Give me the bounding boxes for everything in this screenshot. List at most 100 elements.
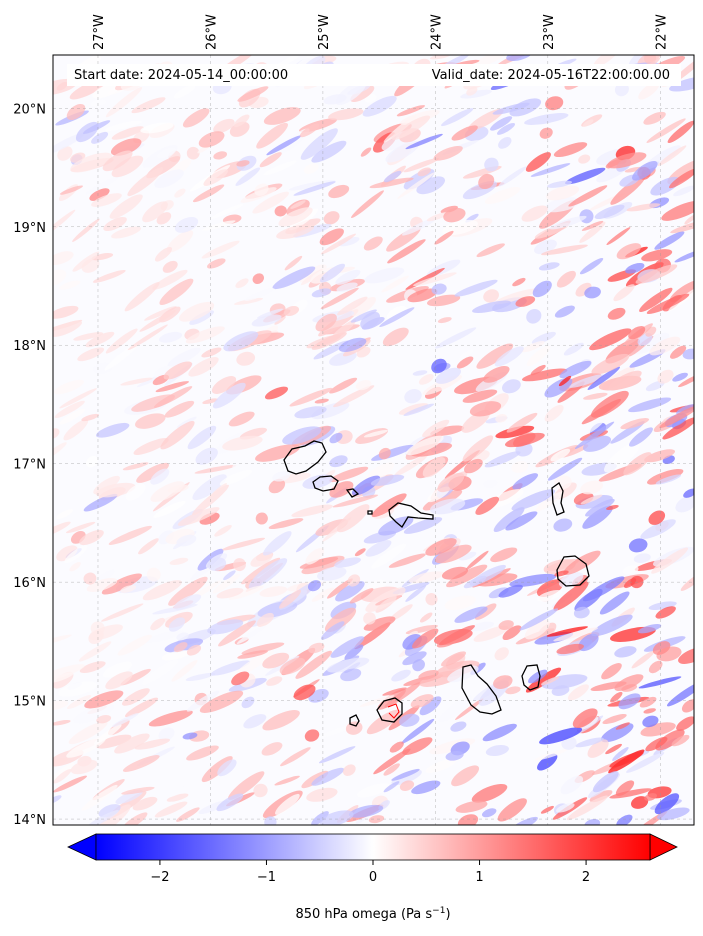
omega-blob bbox=[111, 226, 142, 239]
omega-blob bbox=[483, 479, 498, 488]
omega-blob bbox=[403, 157, 439, 173]
omega-blob bbox=[83, 493, 118, 512]
omega-blob bbox=[91, 253, 114, 261]
omega-blob bbox=[368, 815, 385, 824]
colorbar-tick-label: 0 bbox=[369, 870, 377, 885]
omega-blob bbox=[425, 758, 457, 773]
omega-blob bbox=[349, 588, 374, 604]
omega-blob bbox=[538, 262, 560, 271]
lat-tick-label: 14°N bbox=[13, 813, 46, 828]
start-date-label: Start date: 2024-05-14_00:00:00 bbox=[74, 68, 288, 83]
omega-blob bbox=[176, 807, 200, 822]
omega-blob bbox=[399, 713, 420, 727]
omega-blob bbox=[228, 411, 255, 427]
colorbar-bar bbox=[95, 833, 651, 861]
omega-blob bbox=[620, 418, 650, 430]
omega-blob bbox=[79, 661, 106, 673]
omega-blob bbox=[67, 695, 92, 709]
omega-blob bbox=[302, 474, 334, 489]
omega-blob bbox=[163, 783, 196, 799]
omega-blob bbox=[160, 420, 195, 450]
omega-blob bbox=[320, 621, 345, 640]
omega-blob bbox=[526, 308, 542, 324]
omega-blob bbox=[539, 727, 583, 745]
omega-blob bbox=[581, 220, 604, 231]
omega-blob bbox=[537, 622, 557, 640]
omega-blob bbox=[454, 606, 488, 623]
omega-blob bbox=[642, 715, 659, 728]
omega-blob bbox=[476, 243, 505, 258]
omega-blob bbox=[389, 741, 404, 753]
omega-blob bbox=[236, 625, 266, 644]
colorbar: −2 −1 0 1 2 850 hPa omega (Pa s−1) bbox=[67, 833, 678, 922]
omega-blob bbox=[167, 347, 201, 367]
omega-blob bbox=[68, 721, 108, 745]
omega-blob bbox=[223, 331, 259, 352]
omega-blob bbox=[482, 723, 517, 742]
omega-blob bbox=[492, 102, 530, 115]
omega-blob bbox=[601, 663, 622, 680]
omega-blob bbox=[406, 435, 444, 456]
omega-blob bbox=[59, 280, 81, 290]
omega-blob bbox=[610, 691, 623, 703]
omega-blob bbox=[314, 398, 329, 404]
omega-blob bbox=[632, 160, 658, 181]
omega-blob bbox=[612, 747, 629, 761]
omega-blob bbox=[435, 367, 461, 384]
lat-tick-label: 18°N bbox=[13, 339, 46, 354]
omega-blob bbox=[580, 494, 603, 505]
omega-blob bbox=[417, 167, 432, 177]
omega-blob bbox=[173, 84, 196, 99]
omega-blob bbox=[185, 672, 216, 681]
omega-blob bbox=[675, 495, 694, 513]
omega-blob bbox=[422, 419, 450, 438]
omega-blob bbox=[437, 472, 465, 493]
omega-blob bbox=[440, 651, 467, 667]
omega-blob bbox=[378, 516, 414, 536]
omega-blob bbox=[434, 230, 454, 245]
omega-blob bbox=[86, 456, 98, 468]
omega-blob bbox=[84, 690, 124, 709]
omega-blob bbox=[77, 347, 105, 362]
island-santiago bbox=[461, 664, 502, 715]
omega-blob bbox=[403, 403, 435, 417]
omega-blob bbox=[446, 564, 488, 588]
omega-blob bbox=[54, 400, 85, 419]
omega-blob bbox=[521, 368, 568, 382]
omega-blob bbox=[251, 314, 282, 327]
omega-blob bbox=[109, 194, 143, 219]
omega-blob bbox=[536, 579, 564, 597]
omega-blob bbox=[134, 738, 171, 750]
omega-blob bbox=[176, 534, 197, 547]
omega-blob bbox=[475, 496, 500, 515]
omega-blob bbox=[614, 674, 644, 692]
omega-blob bbox=[404, 389, 422, 404]
omega-blob bbox=[629, 427, 653, 447]
island-sal bbox=[551, 482, 565, 516]
omega-blob bbox=[53, 209, 76, 239]
omega-blob bbox=[354, 548, 366, 557]
omega-blob bbox=[319, 810, 354, 825]
omega-blob bbox=[553, 627, 599, 642]
omega-blob bbox=[495, 414, 508, 423]
omega-blob bbox=[401, 718, 435, 744]
omega-blob bbox=[680, 572, 694, 591]
omega-blob bbox=[490, 547, 518, 563]
omega-blob bbox=[293, 684, 316, 701]
omega-blob bbox=[626, 752, 665, 773]
omega-blob bbox=[173, 642, 188, 653]
omega-blob bbox=[640, 722, 676, 737]
lon-tick-label: 24°W bbox=[429, 14, 444, 50]
omega-blob bbox=[441, 566, 469, 580]
omega-blob bbox=[646, 293, 690, 315]
omega-blob bbox=[305, 548, 325, 565]
omega-blob bbox=[213, 118, 235, 133]
omega-blob bbox=[313, 340, 349, 360]
omega-blob bbox=[521, 205, 548, 222]
omega-blob bbox=[58, 681, 98, 697]
omega-blob bbox=[282, 426, 322, 445]
omega-blob bbox=[473, 625, 509, 642]
omega-blob bbox=[371, 543, 407, 569]
omega-blob bbox=[133, 438, 169, 455]
omega-blob bbox=[53, 379, 85, 395]
